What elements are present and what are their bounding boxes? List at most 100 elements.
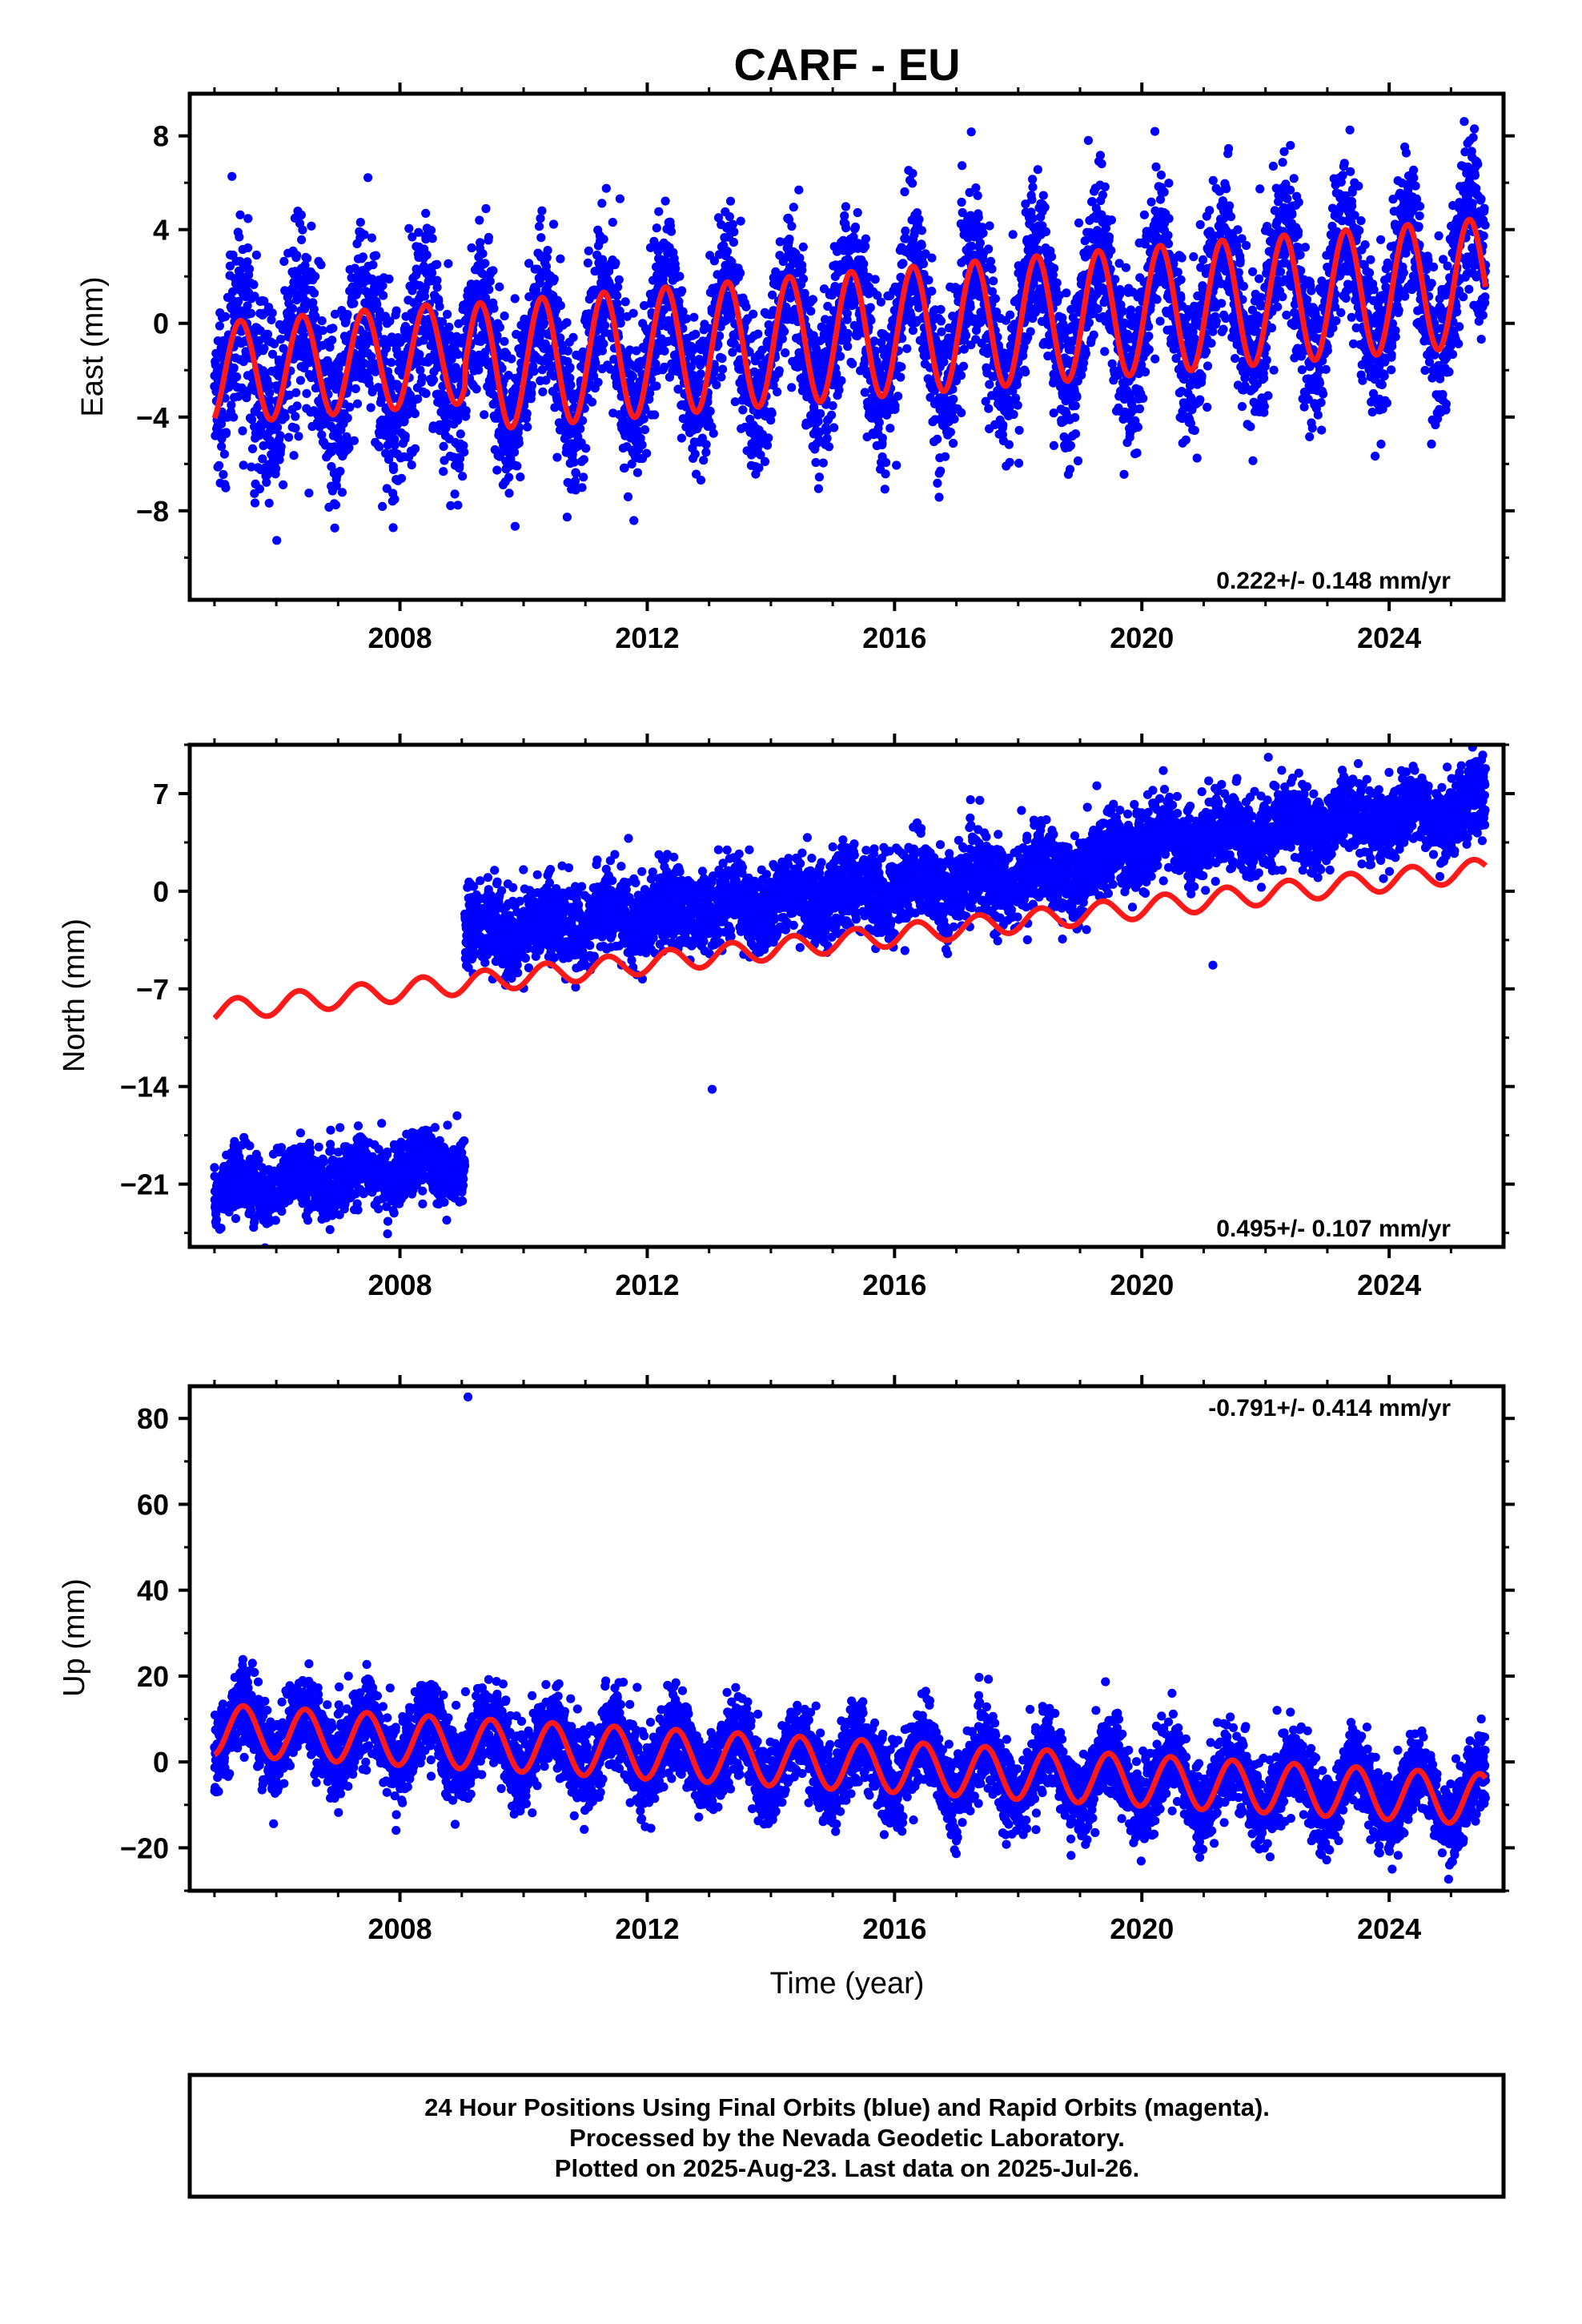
figure-title: CARF - EU (733, 39, 960, 90)
east-point (444, 259, 453, 268)
east-point (677, 433, 687, 443)
east-point (1041, 227, 1051, 236)
east-point (661, 196, 670, 206)
east-point (1146, 197, 1156, 207)
east-point (608, 218, 617, 227)
east-point (351, 384, 360, 393)
east-point (541, 376, 551, 385)
east-point (291, 388, 301, 397)
east-point (725, 196, 736, 206)
east-point (373, 383, 383, 392)
east-point (813, 416, 823, 426)
east-point (1070, 429, 1081, 439)
east-point (917, 226, 926, 235)
east-point (408, 232, 417, 242)
east-point (956, 371, 966, 380)
east-point (243, 257, 252, 267)
east-point (597, 199, 607, 208)
east-point (378, 281, 387, 291)
east-point (850, 222, 861, 232)
east-point (787, 383, 797, 392)
east-point (652, 381, 661, 391)
east-point (901, 226, 910, 235)
east-point (985, 380, 994, 389)
east-point (385, 316, 395, 326)
east-point (461, 406, 471, 416)
east-point (828, 401, 837, 411)
east-point (973, 191, 982, 200)
east-point (892, 460, 901, 470)
east-point (593, 377, 603, 387)
east-point (1062, 288, 1071, 298)
east-point (249, 279, 259, 289)
east-point (628, 372, 637, 381)
east-point (262, 477, 271, 487)
east-point (1081, 348, 1090, 359)
east-point (690, 449, 700, 459)
east-point (229, 363, 239, 373)
east-point (235, 232, 244, 242)
east-point (962, 331, 971, 340)
east-point (880, 485, 889, 494)
east-point (798, 242, 808, 251)
east-point (475, 215, 484, 225)
east-point (325, 342, 335, 352)
east-point (267, 308, 277, 318)
east-point (957, 408, 966, 417)
east-point (885, 424, 895, 433)
east-point (536, 233, 546, 243)
east-point (749, 309, 758, 319)
east-point (215, 321, 224, 331)
east-point (276, 442, 286, 452)
east-point (984, 244, 994, 254)
east-point (497, 364, 507, 373)
east-point (1033, 165, 1042, 175)
east-point (453, 350, 463, 360)
east-point (432, 283, 442, 292)
east-point (279, 480, 288, 489)
east-point (562, 513, 572, 522)
east-point (583, 258, 592, 267)
east-point (579, 455, 588, 464)
east-point (331, 481, 341, 491)
east-point (914, 215, 924, 224)
east-point (741, 302, 751, 312)
east-point (780, 327, 789, 336)
east-point (870, 275, 880, 284)
east-point (890, 401, 900, 411)
east-point (877, 433, 887, 443)
east-point (414, 227, 424, 237)
east-point (358, 252, 367, 262)
east-point (989, 276, 998, 286)
east-point (347, 273, 356, 283)
east-point (428, 375, 439, 384)
east-point (1049, 440, 1058, 450)
east-point (504, 472, 514, 482)
east-point (897, 362, 906, 372)
east-point (1134, 404, 1145, 414)
east-point (966, 127, 976, 137)
east-point (484, 284, 494, 295)
east-point (1083, 135, 1093, 145)
east-point (354, 286, 363, 296)
east-point (327, 336, 337, 345)
east-point (576, 424, 585, 433)
east-point (563, 346, 572, 356)
east-point (1152, 295, 1162, 304)
east-point (642, 448, 652, 458)
east-point (510, 521, 520, 531)
east-point (480, 259, 490, 268)
east-point (459, 440, 468, 451)
east-point (235, 210, 245, 219)
east-point (311, 271, 320, 281)
east-point (506, 454, 516, 464)
east-point (556, 254, 565, 263)
east-point (818, 458, 828, 468)
east-point (243, 301, 252, 311)
east-point (284, 432, 294, 442)
east-point (387, 358, 396, 368)
east-point (485, 276, 495, 286)
east-point (565, 373, 575, 383)
east-point (299, 331, 308, 340)
east-point (527, 380, 536, 391)
